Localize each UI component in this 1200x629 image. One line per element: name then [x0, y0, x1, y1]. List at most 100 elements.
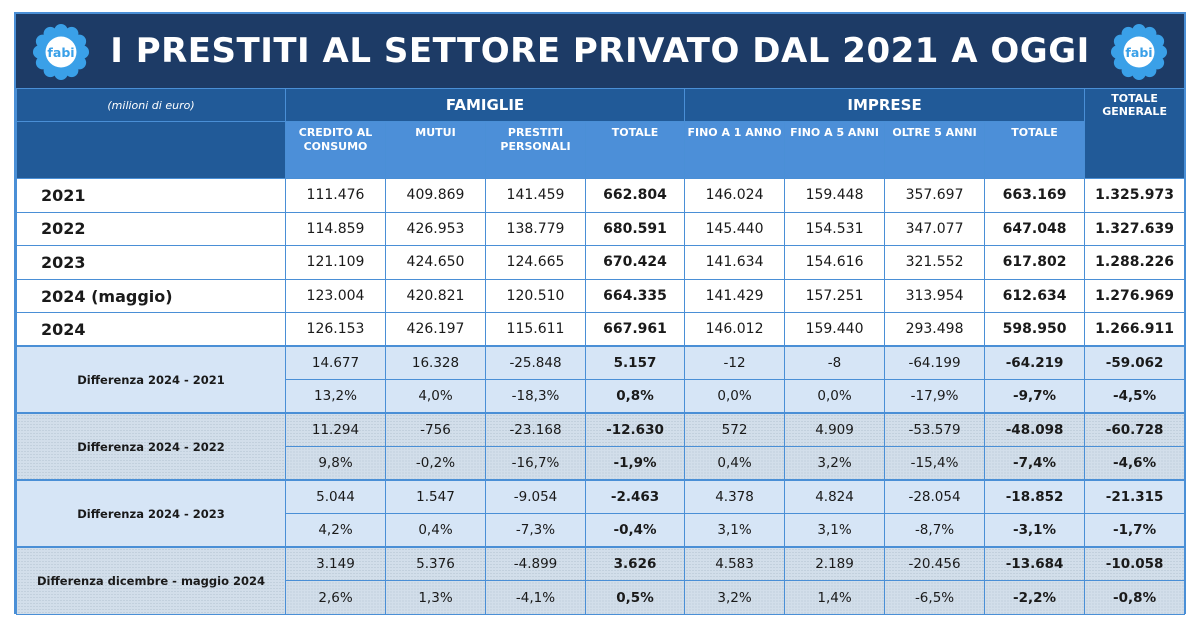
- difference-row-absolute: Differenza dicembre - maggio 2024 3.149 5.…: [16, 546, 1186, 615]
- cell-fino-1-anno: 4.378: [684, 479, 786, 515]
- loans-table: (milioni di euro) FAMIGLIE IMPRESE TOTAL…: [16, 88, 1186, 615]
- row-label: 2024: [16, 312, 286, 347]
- cell-totale-generale: 1.288.226: [1084, 245, 1186, 280]
- cell-totale-imprese: 598.950: [984, 312, 1086, 347]
- cell-mutui: -0,2%: [385, 446, 486, 481]
- cell-mutui: 16.328: [385, 345, 486, 381]
- cell-mutui: 426.197: [385, 312, 486, 347]
- cell-fino-1-anno: -12: [684, 345, 786, 381]
- cell-oltre-5-anni: 357.697: [884, 178, 986, 213]
- cell-prestiti-personali: -25.848: [485, 345, 586, 381]
- cell-prestiti-personali: -9.054: [485, 479, 586, 515]
- fabi-logo-icon: fabi: [32, 23, 90, 81]
- difference-row-percent: 2,6% 1,3% -4,1% 0,5% 3,2% 1,4% -6,5% -2,2% -0,8%: [17, 580, 1186, 615]
- header-blank-cell: [16, 121, 286, 179]
- table-row: 2024 (maggio) 123.004 420.821 120.510 664.33…: [16, 278, 1186, 314]
- column-header-totale-generale: TOTALE GENERALE: [1084, 88, 1186, 179]
- cell-mutui: 424.650: [385, 245, 486, 280]
- table-row: 2023 121.109 424.650 124.665 670.424 141.634 1…: [16, 245, 1186, 280]
- cell-totale-famiglie: -0,4%: [584, 513, 686, 548]
- page-title: I PRESTITI AL SETTORE PRIVATO DAL 2021 A…: [110, 31, 1090, 71]
- row-label: 2023: [16, 245, 286, 280]
- cell-prestiti-personali: 115.611: [485, 312, 586, 347]
- cell-prestiti-personali: -18,3%: [485, 379, 586, 414]
- cell-credito-consumo: 123.004: [285, 278, 386, 314]
- cell-fino-5-anni: 0,0%: [784, 379, 886, 414]
- column-header-totale-famiglie: TOTALE: [584, 121, 686, 179]
- cell-fino-5-anni: 3,1%: [784, 513, 886, 548]
- cell-totale-generale: 1.325.973: [1084, 178, 1186, 213]
- unit-label: (milioni di euro): [16, 88, 286, 122]
- fabi-logo-icon: fabi: [1110, 23, 1168, 81]
- difference-row-absolute: Differenza 2024 - 2022 11.294 -756 -23.168-…: [16, 412, 1186, 481]
- cell-credito-consumo: 13,2%: [285, 379, 386, 414]
- column-header-credito-consumo: CREDITO AL CONSUMO: [285, 121, 386, 179]
- cell-fino-1-anno: 3,1%: [684, 513, 786, 548]
- cell-prestiti-personali: -7,3%: [485, 513, 586, 548]
- cell-credito-consumo: 4,2%: [285, 513, 386, 548]
- cell-credito-consumo: 3.149: [285, 546, 386, 582]
- cell-totale-generale: 1.276.969: [1084, 278, 1186, 314]
- cell-fino-5-anni: 159.448: [784, 178, 886, 213]
- cell-totale-imprese: -3,1%: [984, 513, 1086, 548]
- difference-row-absolute: Differenza 2024 - 2021 14.677 16.328 -25.84…: [16, 345, 1186, 414]
- column-header-totale-imprese: TOTALE: [984, 121, 1086, 179]
- cell-fino-1-anno: 146.012: [684, 312, 786, 347]
- loans-table-panel: fabi I PRESTITI AL SETTORE PRIVATO DAL 2…: [14, 12, 1186, 615]
- cell-mutui: -756: [385, 412, 486, 448]
- cell-credito-consumo: 11.294: [285, 412, 386, 448]
- cell-totale-famiglie: 667.961: [584, 312, 686, 347]
- cell-oltre-5-anni: 347.077: [884, 211, 986, 247]
- cell-fino-1-anno: 0,0%: [684, 379, 786, 414]
- cell-mutui: 5.376: [385, 546, 486, 582]
- table-row: 2021 111.476 409.869 141.459 662.804 146.024 1…: [16, 178, 1186, 213]
- cell-totale-famiglie: 5.157: [584, 345, 686, 381]
- cell-totale-famiglie: 0,5%: [584, 580, 686, 615]
- cell-totale-famiglie: 0,8%: [584, 379, 686, 414]
- cell-fino-5-anni: 4.824: [784, 479, 886, 515]
- cell-prestiti-personali: -23.168: [485, 412, 586, 448]
- cell-oltre-5-anni: -53.579: [884, 412, 986, 448]
- cell-prestiti-personali: 138.779: [485, 211, 586, 247]
- cell-totale-famiglie: 664.335: [584, 278, 686, 314]
- cell-totale-generale: 1.266.911: [1084, 312, 1186, 347]
- group-header-famiglie: FAMIGLIE: [284, 88, 686, 122]
- cell-totale-famiglie: -1,9%: [584, 446, 686, 481]
- cell-mutui: 409.869: [385, 178, 486, 213]
- table-row: 2022 114.859 426.953 138.779 680.591 145.440 1…: [16, 211, 1186, 247]
- cell-fino-5-anni: 2.189: [784, 546, 886, 582]
- cell-oltre-5-anni: -8,7%: [884, 513, 986, 548]
- cell-fino-1-anno: 3,2%: [684, 580, 786, 615]
- cell-fino-5-anni: 3,2%: [784, 446, 886, 481]
- cell-oltre-5-anni: -15,4%: [884, 446, 986, 481]
- cell-fino-5-anni: 154.616: [784, 245, 886, 280]
- cell-oltre-5-anni: -64.199: [884, 345, 986, 381]
- cell-credito-consumo: 2,6%: [285, 580, 386, 615]
- table-row: 2024 126.153 426.197 115.611 667.961 146.012 1…: [16, 312, 1186, 347]
- cell-credito-consumo: 5.044: [285, 479, 386, 515]
- cell-oltre-5-anni: 313.954: [884, 278, 986, 314]
- cell-totale-generale: -4,5%: [1084, 379, 1186, 414]
- cell-oltre-5-anni: -17,9%: [884, 379, 986, 414]
- cell-totale-imprese: -13.684: [984, 546, 1086, 582]
- cell-fino-5-anni: 1,4%: [784, 580, 886, 615]
- cell-oltre-5-anni: -20.456: [884, 546, 986, 582]
- cell-fino-1-anno: 146.024: [684, 178, 786, 213]
- cell-fino-5-anni: 154.531: [784, 211, 886, 247]
- cell-totale-imprese: -2,2%: [984, 580, 1086, 615]
- cell-fino-1-anno: 141.429: [684, 278, 786, 314]
- cell-totale-imprese: -48.098: [984, 412, 1086, 448]
- column-header-fino-1-anno: FINO A 1 ANNO: [684, 121, 786, 179]
- cell-totale-generale: -59.062: [1084, 345, 1186, 381]
- cell-fino-5-anni: 159.440: [784, 312, 886, 347]
- cell-totale-generale: -4,6%: [1084, 446, 1186, 481]
- cell-fino-1-anno: 0,4%: [684, 446, 786, 481]
- logo-text: fabi: [1125, 45, 1152, 60]
- cell-totale-imprese: -64.219: [984, 345, 1086, 381]
- cell-totale-imprese: -18.852: [984, 479, 1086, 515]
- cell-fino-1-anno: 4.583: [684, 546, 786, 582]
- logo-text: fabi: [47, 45, 74, 60]
- difference-row-percent: 4,2% 0,4% -7,3% -0,4% 3,1% 3,1% -8,7% -3,1% -1,7…: [17, 513, 1186, 548]
- row-label: 2021: [16, 178, 286, 213]
- difference-row-percent: 9,8% -0,2% -16,7% -1,9% 0,4% 3,2% -15,4% -7,4% -…: [17, 446, 1186, 481]
